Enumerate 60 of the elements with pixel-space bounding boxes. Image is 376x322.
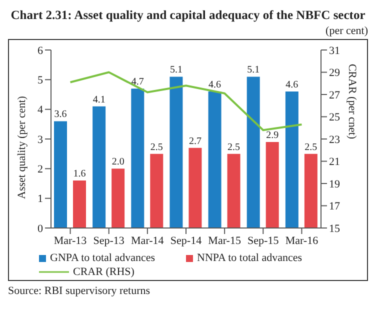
bar: [73, 180, 86, 228]
data-label: 4.6: [286, 80, 298, 91]
bar: [92, 106, 106, 228]
bar: [54, 121, 67, 228]
text: (per cent): [324, 25, 368, 37]
source-note: Source: RBI supervisory returns: [8, 285, 152, 297]
y-tick-label: 3: [38, 134, 44, 146]
legend-label: GNPA to total advances: [50, 252, 155, 264]
bar: [266, 142, 279, 228]
bar: [246, 76, 260, 228]
y-tick-label: 0: [38, 222, 44, 235]
x-tick-label: Mar-15: [208, 234, 242, 247]
legend-label: NNPA to total advances: [197, 252, 302, 264]
data-label: 1.6: [73, 168, 86, 180]
data-label: 4.1: [92, 94, 106, 106]
y-tick-label: 4: [38, 104, 44, 116]
y-tick-label: 2: [38, 164, 43, 176]
y2-tick-label: 29: [329, 67, 340, 80]
x-tick-label: Sep-14: [170, 234, 202, 247]
bar: [112, 168, 125, 228]
legend-label: CRAR (RHS): [73, 266, 134, 278]
bar: [170, 76, 183, 228]
y2-tick-label: 17: [329, 200, 340, 213]
y2-tick-label: 19: [329, 178, 340, 190]
y2-tick-label: 25: [329, 112, 340, 124]
data-label: 4.7: [131, 76, 144, 88]
x-tick-label: Mar-16: [285, 234, 319, 247]
y2-tick-label: 27: [329, 89, 340, 102]
bar: [150, 154, 164, 228]
data-label: 2.0: [112, 156, 124, 168]
bar: [227, 154, 240, 228]
x-tick-label: Sep-15: [248, 234, 280, 247]
y2-tick-label: 23: [329, 134, 340, 146]
bar: [304, 154, 318, 228]
data-label: 4.6: [208, 80, 222, 91]
data-label: 5.1: [170, 64, 182, 76]
bar: [285, 92, 298, 228]
y2-tick-label: 31: [329, 44, 340, 57]
line-series: [69, 71, 303, 132]
data-label: 2.5: [228, 142, 240, 153]
data-label: 2.7: [188, 136, 202, 147]
y2-tick-label: 15: [329, 222, 340, 235]
data-label: 5.1: [247, 64, 260, 76]
x-tick-label: Sep-13: [93, 234, 125, 247]
y-tick-label: 5: [38, 74, 44, 87]
data-label: 3.6: [54, 109, 67, 120]
bar: [188, 148, 202, 228]
data-label: 2.9: [266, 130, 279, 141]
y-tick-label: 1: [38, 193, 43, 206]
bar: [208, 92, 222, 228]
chart-title: Chart 2.31: Asset quality and capital adequacy of the NBFC sector: [10, 8, 366, 23]
x-tick-label: Mar-13: [54, 234, 88, 247]
y-axis-title: Asset quality (per cent): [16, 96, 28, 199]
bar: [131, 88, 144, 228]
data-label: 2.5: [304, 142, 318, 153]
x-tick-label: Mar-14: [131, 234, 164, 247]
data-label: 2.5: [150, 142, 163, 153]
y2-axis-title: CRAR (per cnet): [346, 64, 358, 140]
y2-tick-label: 21: [329, 156, 340, 168]
y-tick-label: 6: [38, 44, 44, 57]
